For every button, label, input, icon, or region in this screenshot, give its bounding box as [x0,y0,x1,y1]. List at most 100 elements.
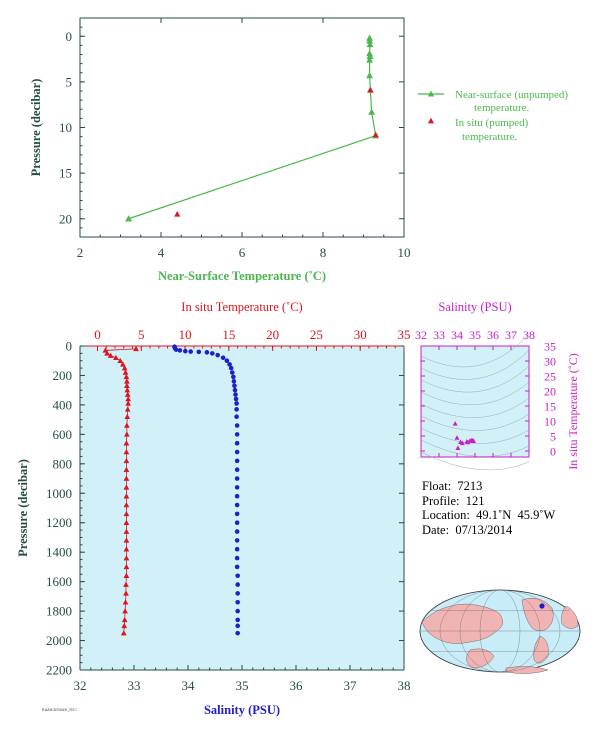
salinity-point [234,449,240,455]
ts-x-tick-label: 34 [451,328,463,342]
profile-number: 121 [465,493,485,508]
salinity-point [235,591,240,596]
density-contour [420,413,530,431]
float-line: Float: 7213 [422,479,555,494]
temperature-point [123,431,130,437]
salinity-point [235,573,240,579]
sal-tick-label: 37 [344,678,358,693]
ts-point [452,421,458,426]
pressure-tick-label: 1800 [46,604,72,619]
salinity-point [228,365,234,371]
ts-y-tick-label: 20 [544,385,556,399]
pressure-tick-label: 600 [53,427,73,442]
salinity-point [234,407,239,412]
ts-x-tick-label: 37 [505,328,517,342]
near-surface-point [366,37,373,44]
map-meridian [439,589,561,673]
sal-tick-label: 36 [290,678,304,693]
ts-x-tick-label: 33 [433,328,445,342]
temperature-point [123,572,130,578]
salinity-point [210,351,215,356]
temp-tick-label: 20 [266,327,279,342]
temperature-point [122,608,128,614]
world-map [419,589,581,674]
temperature-point [123,378,130,384]
map-land [561,605,579,629]
temperature-point [124,387,131,393]
pressure-tick-label: 200 [53,368,73,383]
near-surface-point [368,108,376,115]
near-surface-point [366,56,373,63]
ts-point [465,439,471,445]
map-land [533,635,549,664]
x-tick-label: 6 [239,245,246,260]
ts-y-tick-label: 35 [544,340,556,354]
temperature-point [125,396,132,402]
temp-tick-label: 35 [398,327,411,342]
x-tick-label: 10 [398,245,411,260]
pressure-tick-label: 1400 [46,545,72,560]
pressure-tick-label: 400 [53,397,73,412]
salinity-point [234,467,240,473]
y-tick-label: 5 [66,74,73,89]
salinity-point [234,423,240,428]
temperature-point [104,350,110,356]
density-contour [420,349,530,380]
temp-tick-label: 0 [94,327,101,342]
near-surface-point [366,71,373,79]
plot-background [80,346,404,670]
salinity-point [234,511,240,517]
temperature-point [123,382,130,389]
salinity-point [234,529,240,534]
temperature-point [133,345,139,352]
temperature-point [123,519,130,525]
pressure-axis-label: Pressure (decibar) [16,459,30,557]
salinity-point [183,348,188,354]
temperature-point [121,365,128,371]
temperature-point [124,406,131,412]
temperature-point [123,502,130,508]
salinity-point [235,582,240,587]
ts-y-tick-label: 15 [544,400,556,414]
salinity-point [234,485,240,490]
pressure-tick-label: 2000 [46,633,72,648]
pressure-tick-label: 1600 [46,574,72,589]
salinity-point [235,617,240,623]
temperature-point [122,369,129,375]
temperature-point [120,361,126,367]
temp-tick-label: 15 [222,327,235,342]
density-contour [420,439,530,457]
temperature-point [117,357,124,363]
salinity-point [234,414,239,419]
salinity-point [234,432,240,437]
legend-label-in-situ: In situ (pumped) [455,117,529,129]
salinity-point [234,546,240,552]
temp-tick-label: 30 [354,327,367,342]
salinity-point [177,348,183,353]
density-contour [420,427,530,444]
salinity-point [233,396,239,402]
ts-y-axis-label: In situ Temperature (˚C) [566,353,580,470]
density-contour [420,397,530,418]
pressure-tick-label: 800 [53,456,73,471]
temperature-point [123,475,130,481]
temp-tick-label: 5 [138,327,145,342]
legend-marker-red [427,117,435,124]
salinity-point [231,374,236,380]
y-axis-label: Pressure (decibar) [29,79,43,177]
sal-tick-label: 34 [182,678,196,693]
temperature-point [123,581,129,587]
salinity-point [173,347,179,352]
x-tick-label: 2 [77,245,84,260]
legend-label-near-surface-2: temperature. [474,102,530,114]
salinity-point [227,362,232,367]
salinity-point [196,349,202,355]
float-info: Float: 7213 Profile: 121 Location: 49.1˚… [422,479,555,537]
temperature-point [124,391,131,397]
temperature-point [122,599,129,605]
temperature-point [123,484,130,490]
temp-tick-label: 25 [310,327,323,342]
salinity-point [234,564,240,570]
sal-tick-label: 38 [398,678,411,693]
